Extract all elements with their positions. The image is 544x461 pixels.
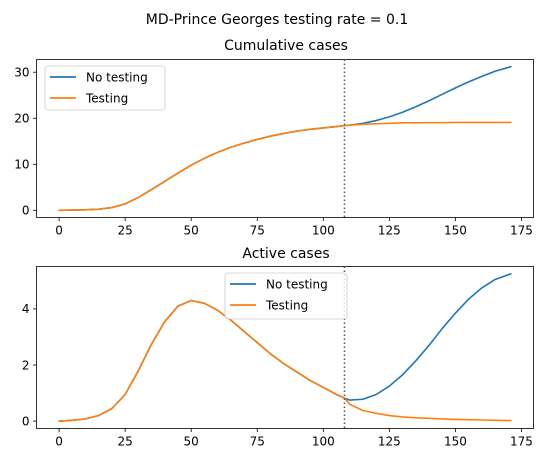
active-y-tick-label: 0 <box>22 414 30 428</box>
active-x-tick-label: 100 <box>312 435 335 449</box>
cumulative-y-tick-label: 20 <box>14 112 29 126</box>
cumulative-y-tick-label: 0 <box>22 204 30 218</box>
active-cases-plot-area <box>36 266 534 429</box>
active-cases-chart: Active cases 0 25 50 75 100 125 150 175 0 2 4 No te… <box>22 246 534 449</box>
cumulative-legend-label: Testing <box>85 91 128 105</box>
cumulative-x-tick-label: 175 <box>510 224 533 238</box>
active-x-tick-label: 25 <box>118 435 133 449</box>
figure-suptitle: MD-Prince Georges testing rate = 0.1 <box>146 12 409 28</box>
active-x-tick-label: 125 <box>378 435 401 449</box>
cumulative-legend-label: No testing <box>86 70 148 84</box>
active-y-tick-label: 2 <box>22 358 30 372</box>
active-cases-title: Active cases <box>242 246 329 262</box>
active-x-tick-label: 75 <box>250 435 265 449</box>
cumulative-x-tick-label: 125 <box>378 224 401 238</box>
cumulative-cases-title: Cumulative cases <box>224 38 348 54</box>
active-legend-label: Testing <box>265 298 308 312</box>
cumulative-x-tick-label: 0 <box>55 224 63 238</box>
cumulative-x-tick-label: 50 <box>184 224 199 238</box>
active-series-line-testing <box>58 299 512 422</box>
active-x-tick-label: 50 <box>184 435 199 449</box>
cumulative-series-line-testing <box>58 121 512 212</box>
active-legend-label: No testing <box>266 277 328 291</box>
cumulative-x-tick-label: 75 <box>250 224 265 238</box>
cumulative-cases-chart: Cumulative cases 0 25 50 75 100 125 150 175 0 10 2… <box>14 38 534 238</box>
active-x-tick-label: 150 <box>444 435 467 449</box>
active-x-tick-label: 0 <box>55 435 63 449</box>
active-y-tick-label: 4 <box>22 302 30 316</box>
active-x-tick-label: 175 <box>510 435 533 449</box>
cumulative-y-tick-label: 30 <box>14 66 29 80</box>
cumulative-x-tick-label: 100 <box>312 224 335 238</box>
cumulative-y-tick-label: 10 <box>14 158 29 172</box>
cumulative-x-tick-label: 25 <box>118 224 133 238</box>
cumulative-x-tick-label: 150 <box>444 224 467 238</box>
cumulative-cases-plot-area <box>36 59 534 218</box>
